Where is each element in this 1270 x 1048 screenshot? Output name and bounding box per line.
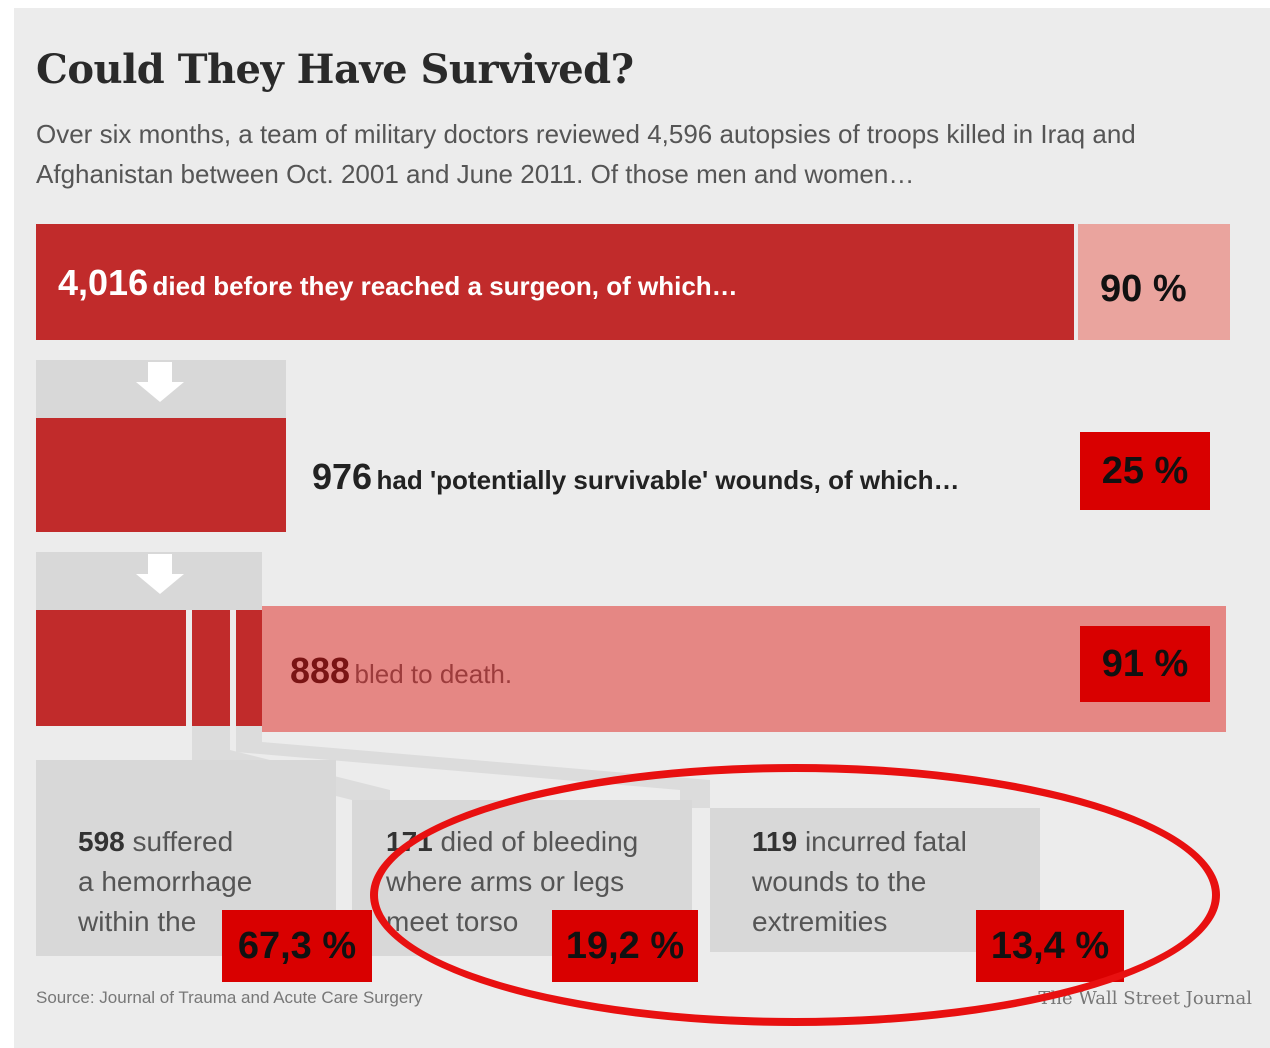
row-label-potentially-survivable: 976 had 'potentially survivable' wounds,…	[312, 456, 960, 498]
publisher-brand: The Wall Street Journal	[1038, 988, 1252, 1009]
connector-band-extremities	[236, 726, 710, 808]
row-text: had 'potentially survivable' wounds, of …	[376, 465, 960, 495]
bar-segment-hemorrhage	[36, 610, 186, 726]
bar-died-before-surgeon	[36, 224, 1074, 340]
category-text-hemorrhage: 598 suffered a hemorrhage within the	[78, 822, 252, 942]
row-number: 4,016	[58, 262, 149, 303]
chart-subtitle: Over six months, a team of military doct…	[36, 119, 1136, 189]
down-arrow-icon	[136, 382, 184, 402]
bar-potentially-survivable	[36, 418, 286, 532]
source-note: Source: Journal of Trauma and Acute Care…	[36, 988, 423, 1007]
category-number: 598	[78, 826, 125, 857]
category-line: suffered	[132, 826, 234, 857]
down-arrow-icon	[136, 574, 184, 594]
bar-remainder	[1078, 224, 1230, 340]
arrow-stem-2	[148, 554, 172, 576]
percent-badge-row3: 91 %	[1080, 626, 1210, 702]
row-number: 888	[290, 650, 351, 691]
highlight-oval	[370, 764, 1220, 1026]
arrow-stem-1	[148, 362, 172, 384]
row-label-bled-to-death: 888 bled to death.	[290, 650, 512, 692]
row-label-died-before-surgeon: 4,016 died before they reached a surgeon…	[58, 262, 738, 304]
bar-segment-junctional	[192, 610, 230, 726]
percent-badge-hemorrhage: 67,3 %	[222, 910, 372, 982]
row-number: 976	[312, 456, 373, 497]
bar-bled-to-death	[262, 606, 1226, 732]
row-text: bled to death.	[354, 659, 513, 689]
chart-title: Could They Have Survived?	[36, 46, 634, 93]
percent-badge-row2: 25 %	[1080, 432, 1210, 510]
row-text: died before they reached a surgeon, of w…	[152, 271, 738, 301]
percent-label-row1: 90 %	[1100, 268, 1187, 310]
category-line: a hemorrhage	[78, 866, 253, 897]
bar-segment-extremities	[236, 610, 262, 726]
category-line: within the	[78, 906, 197, 937]
